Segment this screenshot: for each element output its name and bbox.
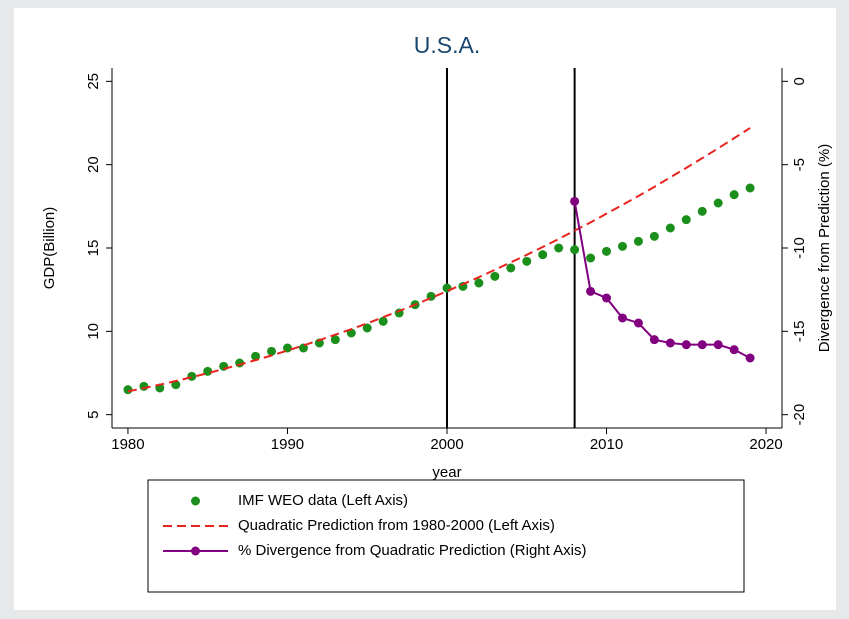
x-tick-label: 2000: [430, 436, 463, 453]
y2-tick-label: 0: [791, 77, 808, 85]
legend-label: % Divergence from Quadratic Prediction (…: [238, 542, 586, 559]
legend: [147, 479, 745, 593]
y-tick-label: 15: [85, 240, 102, 257]
y2-tick-label: -15: [791, 320, 808, 342]
y-axis-label: GDP(Billion): [41, 207, 58, 290]
legend-symbol: [191, 496, 200, 506]
series-line: [127, 127, 751, 393]
data-point: [633, 236, 643, 246]
data-point: [586, 253, 596, 263]
y-tick-label: 10: [85, 323, 102, 340]
data-point: [665, 338, 675, 348]
data-point: [617, 313, 627, 323]
y2-tick-label: -20: [791, 404, 808, 426]
data-point: [570, 245, 580, 255]
y2-tick-label: -5: [791, 158, 808, 171]
data-point: [362, 323, 372, 333]
data-point: [729, 345, 739, 355]
data-point: [713, 198, 723, 208]
data-point: [649, 231, 659, 241]
x-tick-label: 1990: [271, 436, 304, 453]
data-point: [713, 340, 723, 350]
data-point: [586, 286, 596, 296]
data-point: [745, 353, 755, 363]
data-point: [570, 196, 580, 206]
data-point: [378, 316, 388, 326]
data-point: [442, 283, 452, 293]
x-tick-label: 1980: [111, 436, 144, 453]
data-point: [267, 346, 277, 356]
data-point: [522, 256, 532, 266]
data-point: [602, 293, 612, 303]
x-tick-label: 2020: [749, 436, 782, 453]
data-point: [697, 340, 707, 350]
y-tick-label: 25: [85, 73, 102, 90]
data-point: [617, 241, 627, 251]
data-point: [729, 190, 739, 200]
data-point: [681, 215, 691, 225]
y-tick-label: 20: [85, 156, 102, 173]
chart-title: U.S.A.: [414, 32, 480, 58]
data-point: [506, 263, 516, 273]
x-tick-label: 2010: [590, 436, 623, 453]
legend-label: IMF WEO data (Left Axis): [238, 492, 408, 509]
data-point: [554, 243, 564, 253]
data-point: [649, 335, 659, 345]
data-point: [490, 271, 500, 281]
data-point: [681, 340, 691, 350]
y2-axis-label: Divergence from Prediction (%): [816, 144, 833, 352]
data-point: [123, 385, 133, 395]
legend-symbol: [191, 546, 200, 556]
data-point: [538, 250, 548, 260]
data-point: [330, 335, 340, 345]
data-point: [187, 371, 197, 381]
data-point: [745, 183, 755, 193]
legend-label: Quadratic Prediction from 1980-2000 (Lef…: [238, 517, 555, 534]
data-point: [697, 206, 707, 216]
data-point: [314, 338, 324, 348]
y-tick-label: 5: [85, 410, 102, 418]
data-point: [139, 381, 149, 391]
y2-tick-label: -10: [791, 237, 808, 259]
data-point: [665, 223, 675, 233]
data-point: [602, 246, 612, 256]
data-point: [203, 366, 213, 376]
x-axis-label: year: [432, 464, 461, 481]
data-point: [633, 318, 643, 328]
data-point: [474, 278, 484, 288]
